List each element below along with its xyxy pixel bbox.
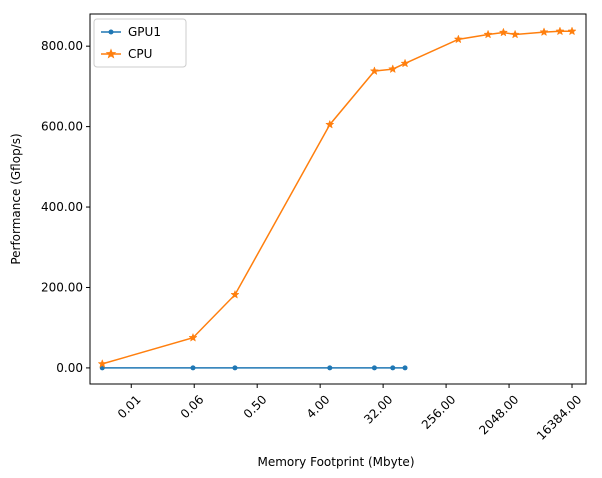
- series-line-cpu: [102, 30, 573, 365]
- data-point-cpu: [400, 58, 410, 68]
- data-point-cpu: [97, 358, 107, 368]
- legend-gpu1-label: GPU1: [128, 25, 161, 39]
- x-axis-label: Memory Footprint (Mbyte): [257, 455, 414, 469]
- data-point-cpu: [483, 29, 493, 39]
- legend: GPU1 CPU: [93, 18, 187, 68]
- x-tick-label: 0.06: [178, 392, 207, 421]
- data-point-cpu: [510, 29, 520, 39]
- y-axis-ticks: 0.00 200.00 400.00 600.00 800.00: [41, 39, 90, 375]
- data-point-cpu: [539, 27, 549, 37]
- data-point-cpu: [325, 119, 335, 129]
- data-point-gpu1: [327, 365, 333, 371]
- legend-gpu1-marker: [108, 29, 114, 35]
- x-tick-label: 16384.00: [534, 392, 584, 442]
- y-tick-label: 0.00: [56, 361, 83, 375]
- x-tick-label: 0.50: [241, 392, 270, 421]
- y-tick-label: 200.00: [41, 280, 83, 294]
- data-point-gpu1: [232, 365, 238, 371]
- data-point-gpu1: [190, 365, 196, 371]
- data-point-cpu: [230, 289, 240, 299]
- x-tick-label: 4.00: [304, 392, 333, 421]
- legend-cpu-label: CPU: [128, 47, 152, 61]
- legend-cpu-marker: [105, 48, 117, 59]
- data-point-cpu: [567, 26, 577, 36]
- series-layer: [97, 26, 577, 371]
- plot-area: [90, 14, 586, 384]
- x-tick-label: 0.01: [115, 392, 144, 421]
- data-point-cpu: [555, 26, 565, 36]
- data-point-cpu: [453, 34, 464, 44]
- y-axis-label: Performance (Gflop/s): [9, 133, 23, 264]
- plot-frame: [89, 13, 587, 385]
- data-point-cpu: [388, 64, 398, 74]
- data-point-gpu1: [402, 365, 408, 371]
- y-tick-label: 400.00: [41, 200, 83, 214]
- data-point-cpu: [498, 27, 509, 37]
- x-tick-label: 2048.00: [476, 392, 521, 437]
- x-tick-label: 32.00: [361, 392, 395, 426]
- y-tick-label: 600.00: [41, 120, 83, 134]
- data-point-gpu1: [390, 365, 396, 371]
- y-tick-label: 800.00: [41, 39, 83, 53]
- data-point-gpu1: [371, 365, 377, 371]
- data-point-cpu: [369, 66, 380, 76]
- x-axis-ticks: 0.01 0.06 0.50 4.00 32.00 256.00 2048.00 16384.…: [115, 384, 584, 443]
- legend-box: [93, 18, 187, 68]
- data-point-cpu: [188, 332, 198, 342]
- x-tick-label: 256.00: [419, 392, 459, 432]
